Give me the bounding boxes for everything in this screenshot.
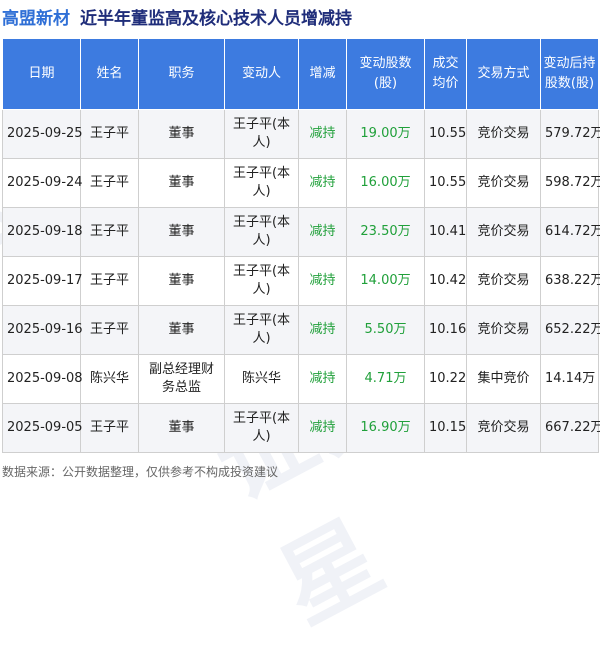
insider-trading-table: 日期 姓名 职务 变动人 增减 变动股数(股) 成交均价 交易方式 变动后持股数… [2,38,600,453]
changer-cell: 王子平(本人) [224,305,299,355]
role-cell: 董事 [138,256,225,306]
role-cell: 董事 [138,305,225,355]
price-cell: 10.22 [424,354,467,404]
table-row: 2025-09-18 王子平 董事 王子平(本人) 减持 23.50万 10.41 竞价交易 6… [2,207,600,257]
date-cell: 2025-09-16 [2,305,83,355]
price-cell: 10.55 [424,109,467,159]
method-cell: 竞价交易 [466,109,541,159]
method-cell: 竞价交易 [466,256,541,306]
quantity-cell: 4.71万 [346,354,425,404]
method-cell: 竞价交易 [466,305,541,355]
price-cell: 10.15 [424,403,467,453]
data-source-note: 数据来源：公开数据整理，仅供参考不构成投资建议 [2,465,279,479]
table-row: 2025-09-16 王子平 董事 王子平(本人) 减持 5.50万 10.16 竞价交易 65… [2,305,600,355]
action-cell: 减持 [298,403,347,453]
changer-cell: 陈兴华 [224,354,299,404]
role-cell: 副总经理财务总监 [138,354,225,404]
changer-cell: 王子平(本人) [224,256,299,306]
table-header-row: 日期 姓名 职务 变动人 增减 变动股数(股) 成交均价 交易方式 变动后持股数… [2,38,599,110]
role-cell: 董事 [138,158,225,208]
method-cell: 集中竞价 [466,354,541,404]
holding-cell: 14.14万 [540,354,599,404]
quantity-cell: 16.90万 [346,403,425,453]
table-row: 2025-09-25 王子平 董事 王子平(本人) 减持 19.00万 10.55 竞价交易 5… [2,109,600,159]
price-cell: 10.42 [424,256,467,306]
date-cell: 2025-09-24 [2,158,83,208]
changer-cell: 王子平(本人) [224,207,299,257]
table-row: 2025-09-24 王子平 董事 王子平(本人) 减持 16.00万 10.55 竞价交易 5… [2,158,600,208]
date-cell: 2025-09-08 [2,354,83,404]
action-cell: 减持 [298,158,347,208]
name-cell: 王子平 [80,109,139,159]
holding-cell: 638.22万 [540,256,600,306]
holding-cell: 614.72万 [540,207,600,257]
quantity-cell: 23.50万 [346,207,425,257]
table-row: 2025-09-17 王子平 董事 王子平(本人) 减持 14.00万 10.42 竞价交易 6… [2,256,600,306]
price-cell: 10.16 [424,305,467,355]
price-cell: 10.55 [424,158,467,208]
method-cell: 竞价交易 [466,403,541,453]
holding-cell: 667.22万 [540,403,600,453]
role-cell: 董事 [138,207,225,257]
quantity-cell: 16.00万 [346,158,425,208]
action-cell: 减持 [298,305,347,355]
method-cell: 竞价交易 [466,158,541,208]
role-cell: 董事 [138,403,225,453]
name-cell: 王子平 [80,207,139,257]
date-cell: 2025-09-17 [2,256,83,306]
quantity-cell: 14.00万 [346,256,425,306]
price-cell: 10.41 [424,207,467,257]
table-row: 2025-09-05 王子平 董事 王子平(本人) 减持 16.90万 10.15 竞价交易 6… [2,403,600,453]
holding-cell: 579.72万 [540,109,600,159]
action-cell: 减持 [298,354,347,404]
column-header: 交易方式 [466,38,541,110]
date-cell: 2025-09-25 [2,109,83,159]
column-header: 姓名 [80,38,139,110]
quantity-cell: 5.50万 [346,305,425,355]
method-cell: 竞价交易 [466,207,541,257]
quantity-cell: 19.00万 [346,109,425,159]
name-cell: 王子平 [80,158,139,208]
action-cell: 减持 [298,256,347,306]
column-header: 职务 [138,38,225,110]
column-header: 变动股数(股) [346,38,425,110]
changer-cell: 王子平(本人) [224,403,299,453]
column-header: 成交均价 [424,38,467,110]
name-cell: 王子平 [80,403,139,453]
name-cell: 王子平 [80,256,139,306]
holding-cell: 598.72万 [540,158,600,208]
action-cell: 减持 [298,109,347,159]
table-row: 2025-09-08 陈兴华 副总经理财务总监 陈兴华 减持 4.71万 10.22 集中竞价… [2,354,599,404]
column-header: 增减 [298,38,347,110]
action-cell: 减持 [298,207,347,257]
company-name: 高盟新材 [2,8,70,29]
name-cell: 陈兴华 [80,354,139,404]
page-title: 高盟新材 近半年董监高及核心技术人员增减持 [0,0,600,32]
changer-cell: 王子平(本人) [224,109,299,159]
changer-cell: 王子平(本人) [224,158,299,208]
name-cell: 王子平 [80,305,139,355]
date-cell: 2025-09-05 [2,403,83,453]
holding-cell: 652.22万 [540,305,600,355]
column-header: 变动人 [224,38,299,110]
column-header: 变动后持股数(股) [540,38,599,110]
column-header: 日期 [2,38,81,110]
table-subject: 近半年董监高及核心技术人员增减持 [80,8,352,29]
date-cell: 2025-09-18 [2,207,83,257]
role-cell: 董事 [138,109,225,159]
